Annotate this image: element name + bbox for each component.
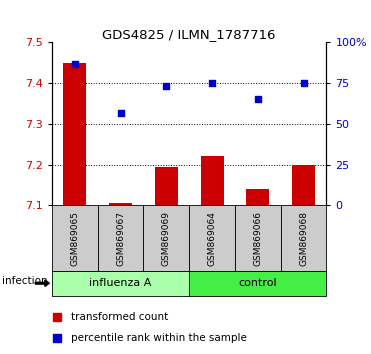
Bar	[155, 167, 178, 205]
Bar	[189, 271, 326, 296]
Text: GSM869065: GSM869065	[70, 211, 79, 266]
Bar	[235, 205, 281, 271]
Text: GSM869066: GSM869066	[253, 211, 262, 266]
Text: transformed count: transformed count	[71, 312, 168, 322]
Bar	[189, 205, 235, 271]
Bar	[63, 63, 86, 205]
Text: GSM869067: GSM869067	[116, 211, 125, 266]
Point	[118, 110, 124, 115]
Point	[72, 61, 78, 67]
Text: control: control	[239, 278, 277, 288]
Bar	[201, 156, 223, 205]
Text: influenza A: influenza A	[89, 278, 152, 288]
Text: GSM869064: GSM869064	[208, 211, 217, 266]
Bar	[281, 205, 326, 271]
Point	[255, 97, 261, 102]
Title: GDS4825 / ILMN_1787716: GDS4825 / ILMN_1787716	[102, 28, 276, 41]
Bar	[98, 205, 144, 271]
Bar	[109, 203, 132, 205]
Bar	[144, 205, 189, 271]
Point	[163, 84, 169, 89]
Text: infection: infection	[2, 276, 47, 286]
Bar	[52, 205, 98, 271]
Text: percentile rank within the sample: percentile rank within the sample	[71, 332, 247, 343]
Bar	[292, 165, 315, 205]
Point	[301, 80, 306, 86]
Text: GSM869069: GSM869069	[162, 211, 171, 266]
Bar	[52, 271, 189, 296]
Bar	[246, 189, 269, 205]
Text: GSM869068: GSM869068	[299, 211, 308, 266]
Point	[209, 80, 215, 86]
